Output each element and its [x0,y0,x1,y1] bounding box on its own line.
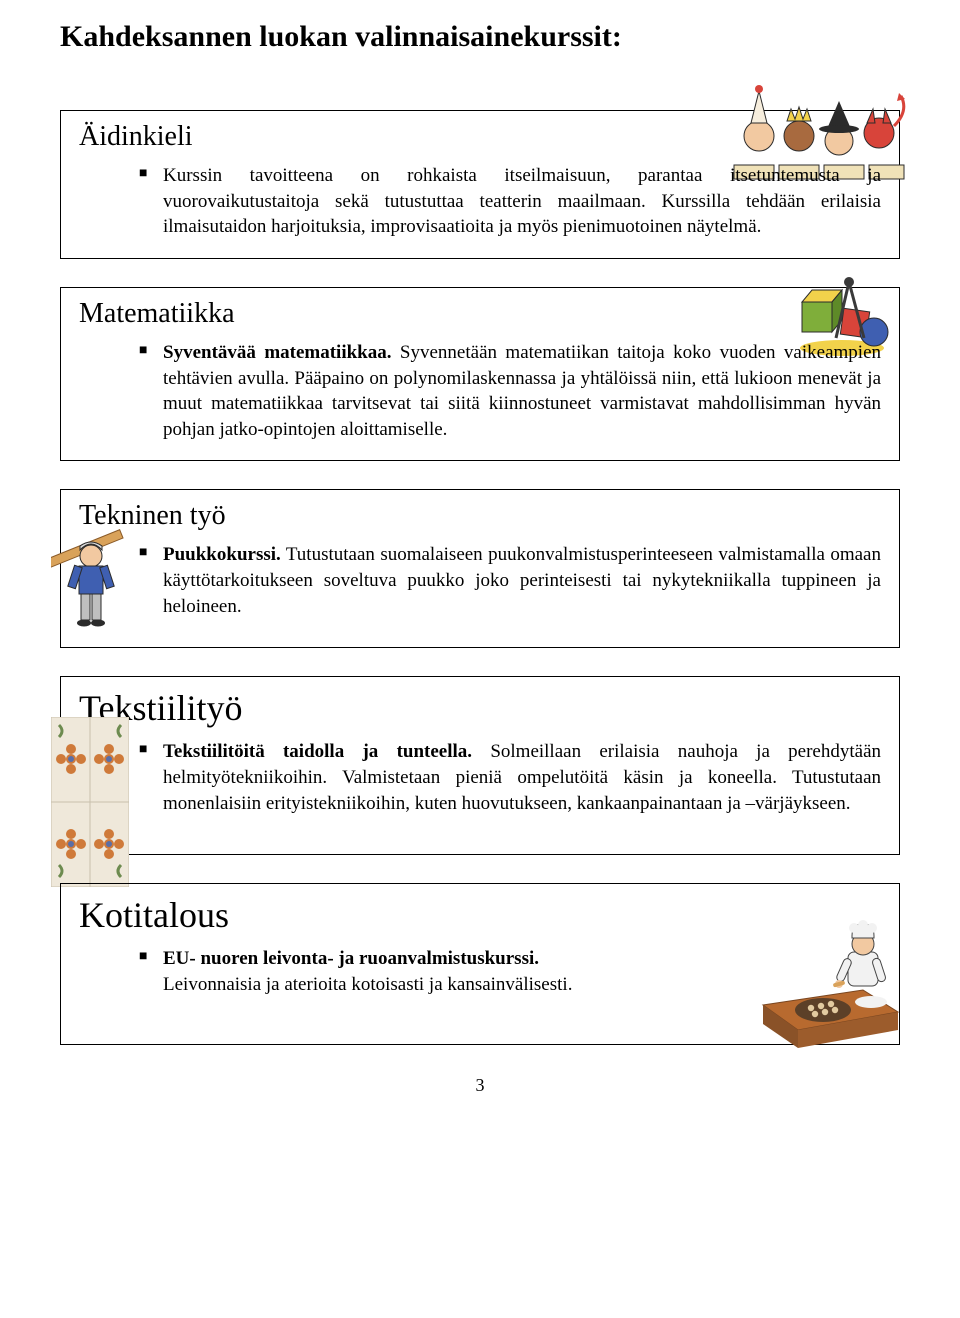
page-title: Kahdeksannen luokan valinnaisainekurssit… [60,20,900,54]
list-item: Syventävää matematiikkaa. Syvennetään ma… [139,340,881,443]
list-item: Puukkokurssi. Tutustutaan suomalaiseen p… [139,542,881,619]
section-kotitalous: Kotitalous EU- nuoren leivonta- ja ruoan… [60,883,900,1044]
bold-lead: Syventävää matematiikkaa. [163,342,392,363]
bold-lead: EU- nuoren leivonta- ja ruoanvalmistusku… [163,948,539,969]
textile-pattern-icon [51,717,129,887]
body-text: Leivonnaisia ja aterioita kotoisasti ja … [163,974,572,995]
page-number: 3 [60,1075,900,1096]
bold-lead: Puukkokurssi. [163,544,281,565]
body-text: Kurssin tavoitteena on rohkaista itseilm… [163,165,881,237]
section-list: Syventävää matematiikkaa. Syvennetään ma… [79,340,881,443]
section-title: Tekstiilityö [79,687,881,729]
section-list: Kurssin tavoitteena on rohkaista itseilm… [79,163,881,240]
section-title: Tekninen työ [79,500,881,532]
section-tekninen-tyo: Tekninen työ Puukkokurssi. Tutustutaan s… [60,489,900,648]
section-title: Matematiikka [79,298,881,330]
section-list: Tekstiilitöitä taidolla ja tunteella. So… [79,739,881,816]
list-item: EU- nuoren leivonta- ja ruoanvalmistusku… [139,946,721,997]
list-item: Tekstiilitöitä taidolla ja tunteella. So… [139,739,881,816]
list-item: Kurssin tavoitteena on rohkaista itseilm… [139,163,881,240]
section-matematiikka: Matematiikka Syventävää matematiikkaa. S… [60,287,900,462]
section-list: Puukkokurssi. Tutustutaan suomalaiseen p… [79,542,881,619]
section-aidinkieli: Äidinkieli Kurssin tavoitteena on rohkai… [60,110,900,259]
document-page: Kahdeksannen luokan valinnaisainekurssit… [0,0,960,1136]
bold-lead: Tekstiilitöitä taidolla ja tunteella. [163,741,472,762]
section-tekstiilityo: Tekstiilityö Tekstiilitöitä taidolla ja … [60,676,900,855]
baker-icon [753,920,903,1050]
carpenter-icon [51,526,131,631]
